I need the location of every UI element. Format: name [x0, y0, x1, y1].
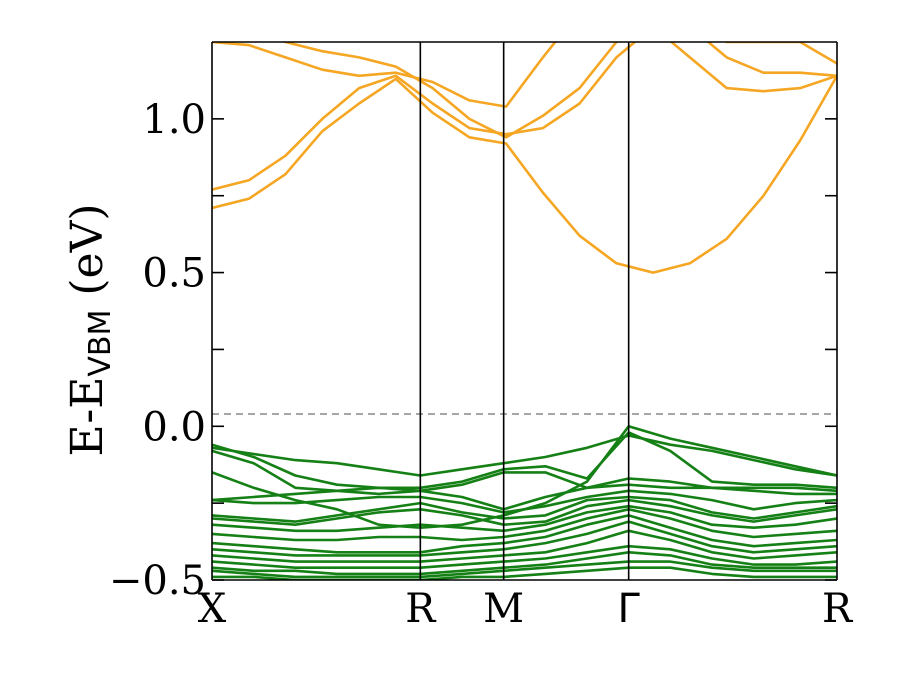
- kpoint-label-4: R: [822, 586, 854, 632]
- conduction-band-3: [280, 42, 837, 139]
- ytick-label-3: 1.0: [142, 97, 206, 143]
- ytick-label-0: −0.5: [109, 558, 206, 604]
- valence-band-12: [212, 529, 837, 563]
- axes: X R M Γ R−0.50.00.51.0: [109, 41, 854, 632]
- y-axis-label-main: E-E: [62, 377, 113, 457]
- valence-band-2: [212, 431, 837, 490]
- conduction-band-1: [212, 42, 837, 191]
- y-axis-label: E-EVBM (eV): [62, 203, 118, 456]
- valence-band-8: [212, 504, 837, 533]
- kpoint-label-2: M: [483, 586, 524, 632]
- valence-band-9: [212, 507, 837, 542]
- valence-band-6: [212, 495, 837, 523]
- kpoint-label-0: X: [198, 586, 227, 632]
- plot-area: [212, 42, 837, 580]
- kpoint-label-3: Γ: [618, 586, 641, 632]
- y-axis-label-unit: (eV): [62, 203, 113, 309]
- valence-band-4: [212, 483, 837, 511]
- valence-band-15: [212, 560, 837, 579]
- valence-band-5: [212, 489, 837, 514]
- ytick-label-1: 0.0: [142, 404, 206, 450]
- valence-band-13: [212, 544, 837, 570]
- conduction-band-2: [212, 42, 837, 108]
- valence-band-10: [212, 514, 837, 554]
- valence-band-11: [212, 520, 837, 557]
- valence-band-14: [212, 550, 837, 576]
- ytick-label-2: 0.5: [142, 251, 206, 297]
- valence-band-7: [212, 498, 837, 527]
- valence-band-3: [212, 449, 837, 496]
- y-axis-label-subscript: VBM: [83, 310, 118, 377]
- kpoint-label-1: R: [405, 586, 437, 632]
- bands: [212, 42, 837, 580]
- valence-band-16: [212, 566, 837, 580]
- conduction-band-0: [212, 75, 837, 274]
- valence-band-1: [212, 434, 837, 477]
